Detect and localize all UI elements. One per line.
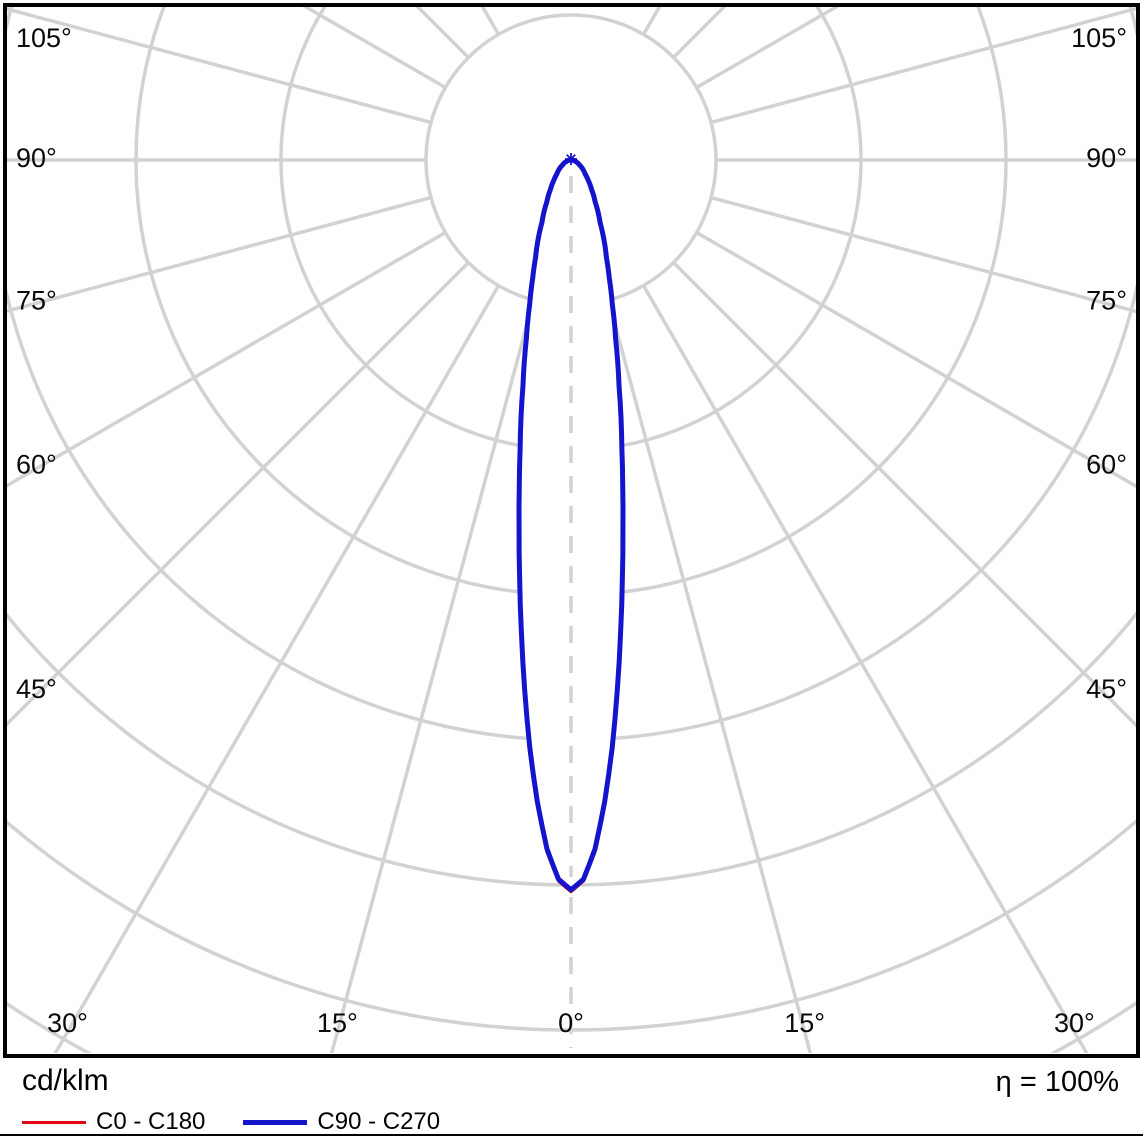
legend: C0 - C180 C90 - C270 <box>22 1108 440 1136</box>
chart-footer: cd/klm η = 100% C0 - C180 C90 - C270 <box>0 1062 1143 1143</box>
svg-text:15°: 15° <box>317 1008 358 1038</box>
svg-text:75°: 75° <box>16 285 57 315</box>
svg-text:15°: 15° <box>784 1008 825 1038</box>
curve-C90-C270 <box>516 157 626 893</box>
efficiency-label: η = 100% <box>995 1066 1119 1098</box>
svg-text:0°: 0° <box>558 1008 584 1038</box>
svg-text:60°: 60° <box>1086 450 1127 480</box>
svg-text:30°: 30° <box>47 1008 88 1038</box>
legend-label: C0 - C180 <box>96 1108 206 1135</box>
legend-swatch-blue-line <box>243 1119 308 1125</box>
units-label: cd/klm <box>22 1064 109 1097</box>
svg-text:90°: 90° <box>1086 143 1127 173</box>
center-marker-star <box>565 153 577 165</box>
chart-border <box>3 3 1140 1058</box>
svg-text:105°: 105° <box>16 23 72 53</box>
svg-text:45°: 45° <box>1086 674 1127 704</box>
legend-entry-c0-c180: C0 - C180 <box>22 1108 205 1136</box>
legend-entry-c90-c270: C90 - C270 <box>243 1108 440 1136</box>
legend-swatch-red-line <box>22 1120 86 1124</box>
polar-intensity-chart: 45° 45° 60° 60° 75° 75° 90° 90° 105° 105° 30° 15° 0°… <box>3 3 1140 1058</box>
svg-text:60°: 60° <box>16 450 57 480</box>
footer-divider-line <box>0 1134 1143 1136</box>
legend-label: C90 - C270 <box>317 1108 441 1135</box>
svg-text:75°: 75° <box>1086 285 1127 315</box>
svg-text:45°: 45° <box>16 674 57 704</box>
svg-text:90°: 90° <box>16 143 57 173</box>
svg-text:30°: 30° <box>1054 1008 1095 1038</box>
angle-labels: 45° 45° 60° 60° 75° 75° 90° 90° 105° 105° 30° 15° 0°… <box>16 23 1127 1038</box>
svg-text:105°: 105° <box>1071 23 1127 53</box>
